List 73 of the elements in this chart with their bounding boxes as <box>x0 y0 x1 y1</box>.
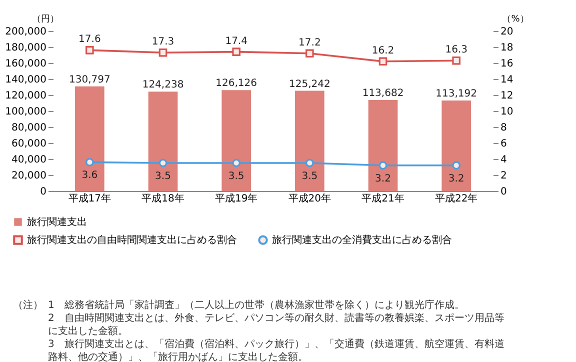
y2-tick-label: 10 <box>500 106 514 118</box>
data-label: 3.5 <box>155 171 171 182</box>
point <box>306 158 314 168</box>
point <box>86 158 94 166</box>
y-tick-label: 40,000 <box>12 154 46 166</box>
y2-tick-label: 14 <box>500 74 514 86</box>
text: 1 総務省統計局「家計調査」（二人以上の世帯（農林漁家世帯を除く）により観光庁作成。 <box>48 299 464 311</box>
data-label: 3.2 <box>375 173 391 184</box>
bar <box>148 92 178 191</box>
text: 2 自由時間関連支出とは、外食、テレビ、パソコン等の耐久財、読書等の教養娯楽、スポーツ用品等に支出した金額。 <box>48 312 504 337</box>
data-label: 124,238 <box>142 80 184 91</box>
data-label: 3.2 <box>448 173 464 184</box>
data-label: 3.5 <box>228 171 244 182</box>
y2-tick-label: 2 <box>500 170 507 182</box>
data-label: 126,126 <box>216 78 258 90</box>
point <box>452 56 460 65</box>
y2-axis-title: （%） <box>502 14 529 24</box>
y-tick-label: 140,000 <box>5 74 46 86</box>
bar <box>442 100 471 191</box>
x-tick-label: 平成21年 <box>362 192 404 204</box>
point <box>86 46 94 54</box>
data-label: 17.2 <box>298 37 321 48</box>
point <box>306 49 314 58</box>
legend-label: 旅行関連支出 <box>27 216 87 228</box>
y2-tick-label: 0 <box>500 186 507 198</box>
data-label: 3.6 <box>82 170 98 182</box>
x-tick-label: 平成20年 <box>288 192 332 204</box>
bar <box>75 86 104 191</box>
y-tick-label: 80,000 <box>12 122 46 134</box>
text: 3 旅行関連支出とは、「宿泊費（宿泊料、パック旅行）」、「交通費（鉄道運賃、航空運賃、有料道路料、他の交通）」、「旅行用かばん」に支出した金額。 <box>48 338 504 362</box>
point <box>158 158 168 168</box>
y2-tick-label: 20 <box>500 26 514 38</box>
data-label: 16.2 <box>372 45 394 56</box>
data-label: 113,192 <box>436 88 478 100</box>
y-tick-label: 0 <box>40 186 46 198</box>
point <box>452 161 460 170</box>
y-tick-label: 120,000 <box>5 90 46 102</box>
x-tick-label: 平成18年 <box>142 192 184 204</box>
data-label: 3.5 <box>302 171 318 182</box>
point <box>378 57 388 66</box>
point <box>232 158 240 168</box>
y2-tick-label: 18 <box>500 42 514 54</box>
legend-label: 旅行関連支出の全消費支出に占める割合 <box>272 234 452 246</box>
x-tick-label: 平成22年 <box>434 192 478 204</box>
y-tick-label: 180,000 <box>5 42 46 54</box>
text: （注） <box>13 299 43 311</box>
bar <box>368 100 398 191</box>
y-tick-label: 60,000 <box>12 138 46 150</box>
y2-tick-label: 4 <box>500 154 507 166</box>
y-tick-label: 200,000 <box>5 26 46 38</box>
data-label: 125,242 <box>288 78 330 90</box>
y2-tick-label: 12 <box>500 90 514 102</box>
point <box>378 161 388 170</box>
data-label: 16.3 <box>445 44 468 56</box>
y-tick-label: 160,000 <box>5 58 46 70</box>
bar <box>222 90 251 191</box>
y2-tick-label: 6 <box>500 138 507 150</box>
bar <box>295 90 324 191</box>
data-label: 17.4 <box>225 36 248 47</box>
x-tick-label: 平成19年 <box>214 192 258 204</box>
y-tick-label: 100,000 <box>5 106 46 118</box>
y2-tick-label: 16 <box>500 58 514 70</box>
point <box>232 48 240 56</box>
y2-tick-label: 8 <box>500 122 507 134</box>
data-label: 130,797 <box>68 74 110 86</box>
y-axis-title: （円） <box>32 14 59 24</box>
data-label: 113,682 <box>362 88 404 100</box>
y-tick-label: 20,000 <box>12 170 46 182</box>
data-label: 17.6 <box>78 34 101 46</box>
data-label: 17.3 <box>152 36 174 48</box>
legend-label: 旅行関連支出の自由時間関連支出に占める割合 <box>27 234 237 246</box>
x-tick-label: 平成17年 <box>68 192 112 204</box>
point <box>158 48 168 57</box>
